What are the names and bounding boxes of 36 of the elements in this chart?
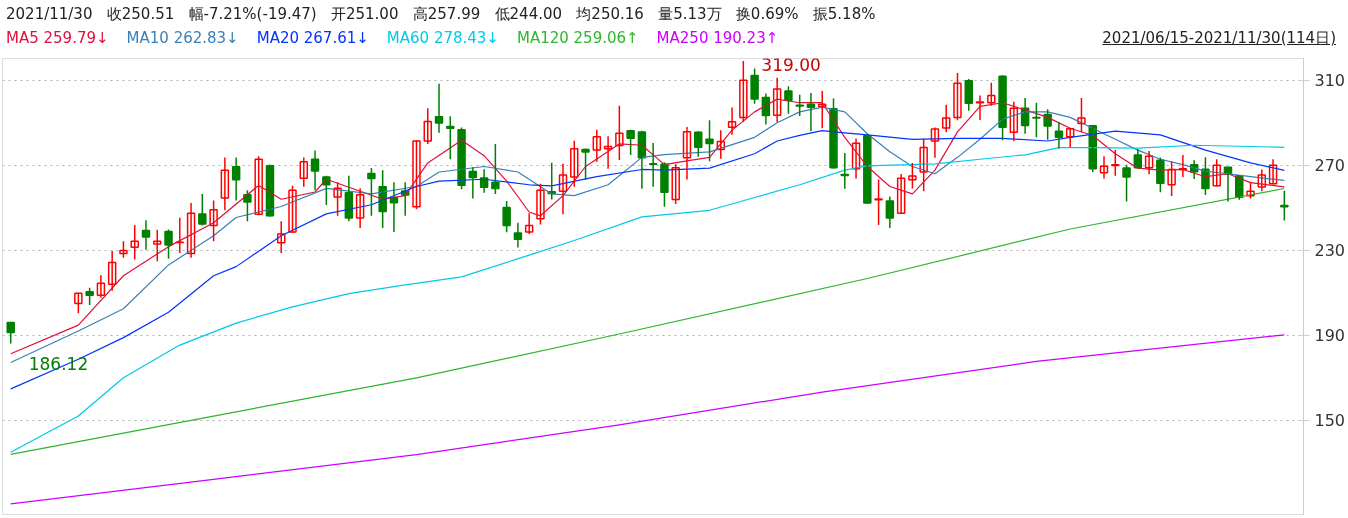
candlestick [863,133,872,205]
annotation: 319.00 [761,55,821,76]
line-series [10,334,1285,505]
candlestick [750,67,759,105]
text: MA250 190.23↑ [656,29,779,47]
y-tick-label: 190 [1314,326,1346,346]
candlestick [491,143,500,195]
candlestick [164,228,173,260]
text: MA5 259.79↓ [6,29,109,47]
candlestick [874,178,883,226]
y-tick-label: 150 [1314,411,1346,431]
candlestick [6,321,15,345]
chart-title: 2021/11/30 收250.51 幅-7.21%(-19.47) 开251.00 高257.99 低244.00 均250.16 量5.13万 换0.69% 振5.18% [6,4,876,25]
candlestick [130,224,139,261]
candlestick [502,200,511,233]
candlestick [570,140,579,188]
candlestick [446,115,455,161]
text: MA120 259.06↑ [516,29,639,47]
candlestick [671,163,680,205]
y-tick-label: 270 [1314,156,1346,176]
y-tick-label: 310 [1314,71,1346,91]
candlestick [74,292,83,314]
line-series [10,129,1285,390]
y-tick-label: 230 [1314,241,1346,261]
text: MA60 278.43↓ [386,29,499,47]
candlestick [581,147,590,181]
candlestick [739,60,748,123]
candlestick [626,128,635,156]
chart-subtitle: 2021/06/15-2021/11/30(114日) [1102,28,1336,49]
candlestick [953,72,962,122]
text: MA20 267.61↓ [256,29,369,47]
candlestick [908,162,917,190]
text: MA10 262.83↓ [126,29,239,47]
candlestick [1122,164,1131,203]
candlestick [198,193,207,227]
candlestick [784,85,793,115]
